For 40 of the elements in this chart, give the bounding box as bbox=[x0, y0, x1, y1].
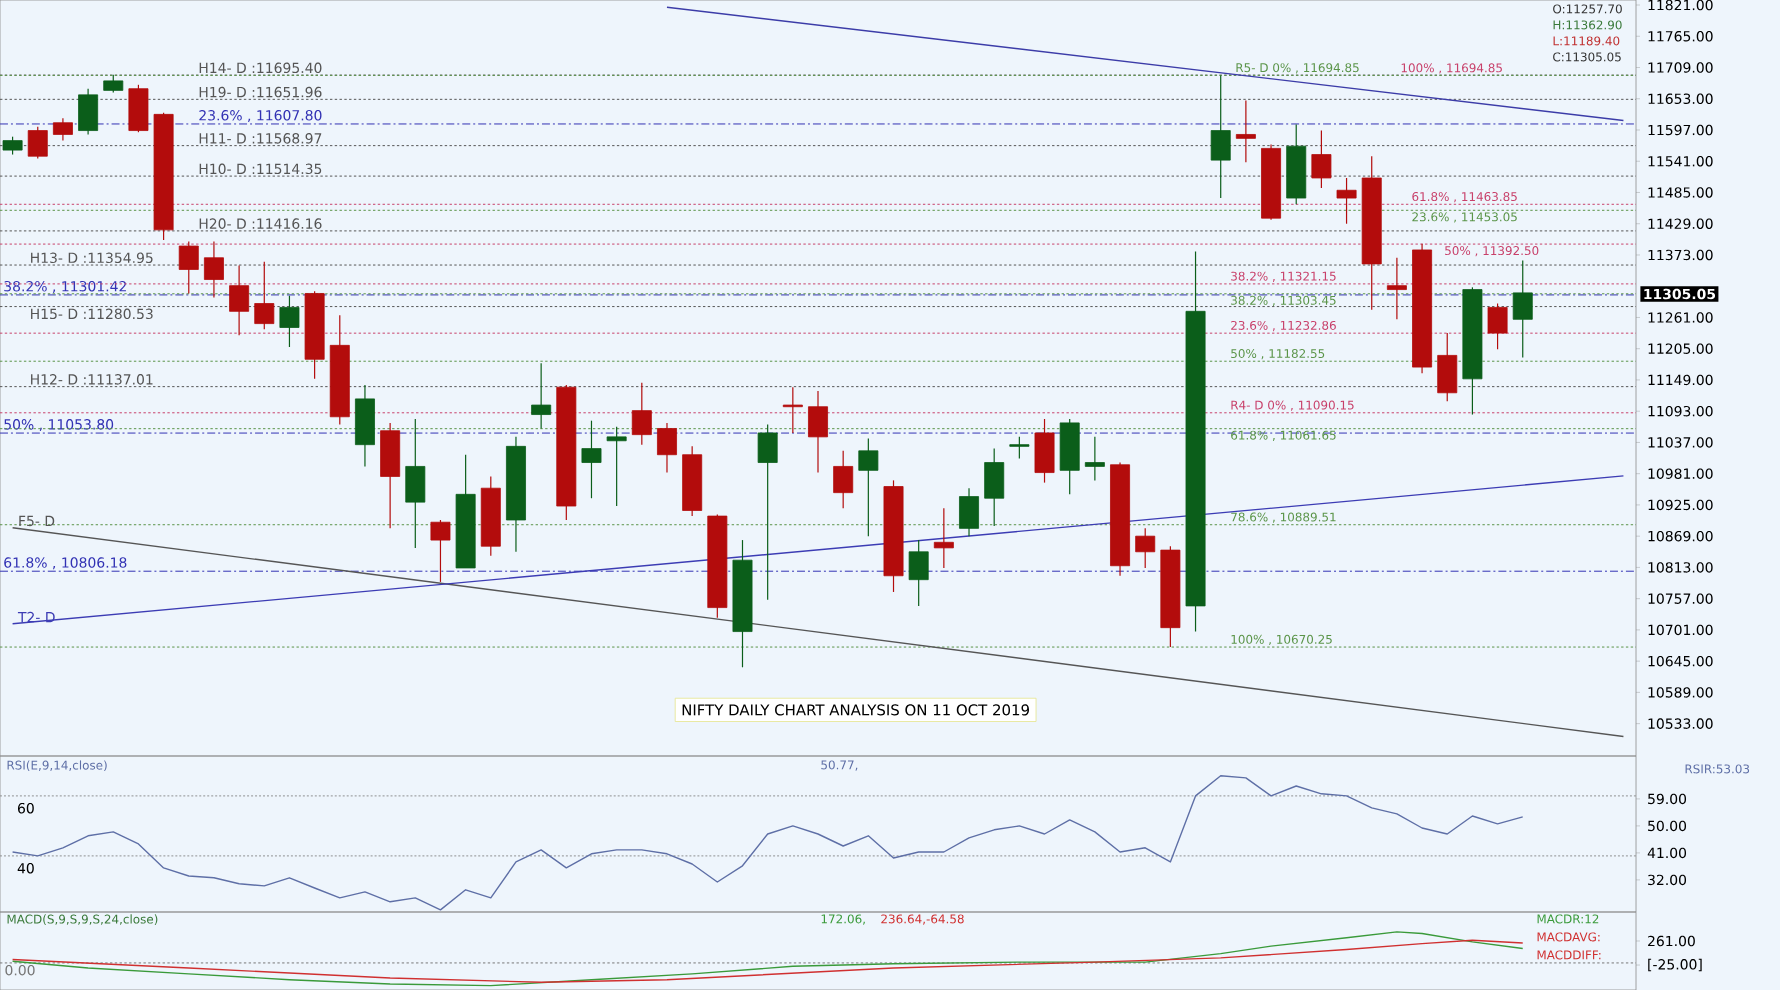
candlestick bbox=[984, 447, 1005, 527]
candlestick bbox=[908, 539, 929, 607]
candlestick bbox=[808, 390, 828, 474]
candlestick bbox=[254, 261, 275, 330]
candlestick bbox=[229, 264, 250, 336]
candlestick bbox=[1311, 129, 1332, 189]
candlestick bbox=[354, 384, 375, 468]
candlestick bbox=[1034, 418, 1055, 484]
candlestick bbox=[581, 420, 602, 499]
candlestick bbox=[1437, 332, 1458, 402]
candlestick bbox=[1135, 527, 1156, 569]
candlestick bbox=[606, 426, 627, 507]
candlestick bbox=[782, 386, 803, 434]
candlestick bbox=[833, 450, 854, 509]
candlestick bbox=[1512, 260, 1533, 359]
candlestick bbox=[531, 362, 552, 430]
candlestick bbox=[959, 487, 979, 537]
candlestick bbox=[858, 437, 879, 537]
candlestick bbox=[52, 117, 73, 142]
candlestick bbox=[430, 519, 451, 583]
candlestick bbox=[1235, 99, 1256, 163]
candlestick bbox=[279, 295, 300, 348]
candlestick bbox=[380, 422, 401, 529]
candlestick bbox=[657, 422, 677, 474]
candlestick bbox=[933, 507, 954, 569]
candlestick bbox=[1084, 436, 1105, 481]
candlestick bbox=[27, 126, 48, 160]
candlestick bbox=[1210, 74, 1231, 199]
candlestick bbox=[178, 240, 199, 295]
candlestick bbox=[78, 88, 99, 136]
candlestick bbox=[128, 84, 149, 133]
candlestick bbox=[1059, 418, 1080, 495]
candlestick bbox=[1009, 436, 1030, 460]
candlestick bbox=[757, 423, 778, 601]
candlestick bbox=[1386, 257, 1407, 320]
candlestick bbox=[1336, 177, 1357, 225]
candlestick bbox=[405, 418, 426, 549]
candlestick bbox=[631, 382, 652, 446]
candlestick bbox=[1487, 302, 1508, 350]
candlestick bbox=[203, 240, 224, 298]
